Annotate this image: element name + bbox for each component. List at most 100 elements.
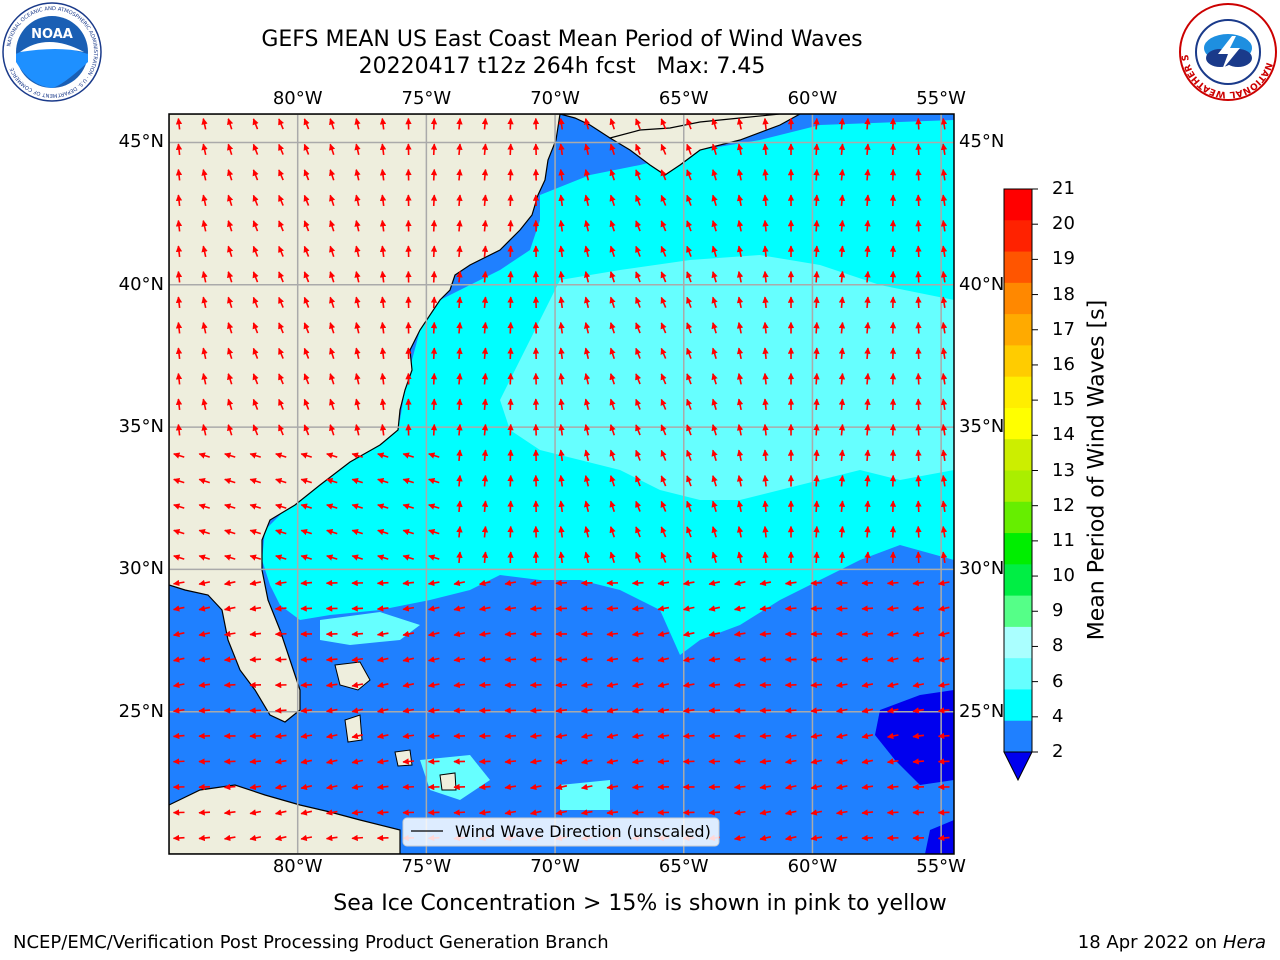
- direction-arrow: [915, 525, 922, 538]
- direction-arrow: [278, 118, 285, 130]
- direction-arrow: [609, 449, 616, 461]
- direction-arrow: [940, 270, 948, 283]
- direction-arrow: [660, 373, 667, 385]
- direction-arrow: [762, 500, 769, 513]
- direction-arrow: [481, 245, 489, 258]
- direction-arrow: [635, 143, 642, 155]
- direction-arrow: [351, 503, 363, 510]
- direction-arrow: [354, 194, 361, 207]
- direction-arrow: [275, 529, 287, 536]
- direction-arrow: [274, 579, 287, 587]
- direction-arrow: [507, 449, 514, 462]
- direction-arrow: [430, 270, 438, 283]
- direction-arrow: [583, 551, 591, 564]
- direction-arrow: [172, 605, 185, 612]
- direction-arrow: [734, 579, 746, 587]
- direction-arrow: [558, 143, 565, 156]
- direction-arrow: [736, 525, 744, 538]
- map-area: [169, 114, 954, 854]
- direction-arrow: [759, 630, 772, 638]
- direction-arrow: [813, 500, 820, 513]
- direction-arrow: [864, 372, 871, 385]
- direction-arrow: [274, 783, 287, 791]
- direction-arrow: [609, 220, 616, 232]
- direction-arrow: [583, 169, 591, 181]
- direction-arrow: [838, 321, 846, 334]
- direction-arrow: [558, 117, 565, 130]
- direction-arrow: [326, 529, 338, 536]
- direction-arrow: [354, 169, 361, 181]
- direction-arrow: [915, 143, 922, 156]
- direction-arrow: [940, 398, 948, 411]
- direction-arrow: [838, 117, 846, 130]
- direction-arrow: [835, 783, 848, 791]
- direction-arrow: [864, 168, 871, 181]
- direction-arrow: [376, 783, 389, 791]
- direction-arrow: [864, 525, 871, 538]
- direction-arrow: [507, 296, 514, 309]
- direction-arrow: [861, 758, 874, 765]
- direction-arrow: [580, 783, 593, 791]
- direction-arrow: [252, 424, 259, 436]
- direction-arrow: [558, 372, 565, 385]
- direction-arrow: [379, 398, 387, 411]
- direction-arrow: [198, 809, 211, 816]
- direction-arrow: [198, 503, 210, 510]
- direction-arrow: [886, 656, 899, 663]
- map-frame: [168, 113, 955, 855]
- direction-arrow: [606, 707, 619, 714]
- direction-arrow: [507, 117, 514, 130]
- direction-arrow: [838, 194, 846, 207]
- direction-arrow: [609, 143, 616, 155]
- colorbar-segment: [1004, 564, 1032, 597]
- direction-arrow: [810, 732, 823, 740]
- direction-arrow: [937, 605, 950, 612]
- direction-arrow: [252, 271, 259, 283]
- direction-arrow: [504, 656, 517, 663]
- direction-arrow: [329, 398, 336, 410]
- direction-arrow: [631, 605, 644, 612]
- direction-arrow: [838, 474, 846, 487]
- direction-arrow: [686, 551, 693, 563]
- colorbar-tick-label: 18: [1052, 283, 1075, 305]
- direction-arrow: [224, 529, 236, 536]
- direction-arrow: [224, 579, 236, 587]
- direction-arrow: [759, 605, 772, 612]
- direction-arrow: [686, 398, 693, 410]
- direction-arrow: [915, 500, 922, 513]
- direction-arrow: [813, 296, 820, 309]
- direction-arrow: [430, 347, 438, 360]
- direction-arrow: [583, 245, 591, 258]
- direction-arrow: [838, 423, 846, 436]
- direction-arrow: [784, 758, 797, 765]
- longitude-label-top: 75°W: [401, 88, 452, 109]
- direction-arrow: [504, 809, 517, 816]
- direction-arrow: [329, 322, 336, 334]
- direction-arrow: [711, 194, 718, 206]
- direction-arrow: [583, 143, 591, 156]
- direction-arrow: [660, 500, 667, 512]
- direction-arrow: [249, 478, 261, 485]
- direction-arrow: [198, 834, 211, 842]
- direction-arrow: [609, 347, 616, 359]
- direction-arrow: [762, 372, 769, 385]
- longitude-label-bottom: 75°W: [401, 856, 452, 877]
- direction-arrow: [252, 322, 259, 334]
- direction-arrow: [583, 424, 591, 436]
- direction-arrow: [686, 296, 693, 308]
- direction-arrow: [430, 423, 438, 436]
- direction-arrow: [354, 118, 361, 130]
- direction-arrow: [354, 245, 361, 258]
- direction-arrow: [711, 347, 718, 359]
- direction-arrow: [351, 529, 363, 536]
- direction-arrow: [861, 783, 874, 791]
- colorbar-segment: [1004, 376, 1032, 409]
- direction-arrow: [227, 322, 234, 334]
- colorbar-segment: [1004, 720, 1032, 753]
- direction-arrow: [558, 219, 565, 232]
- direction-arrow: [762, 525, 769, 538]
- direction-arrow: [427, 605, 440, 612]
- direction-arrow: [427, 732, 440, 740]
- direction-arrow: [507, 551, 514, 564]
- direction-arrow: [504, 630, 517, 638]
